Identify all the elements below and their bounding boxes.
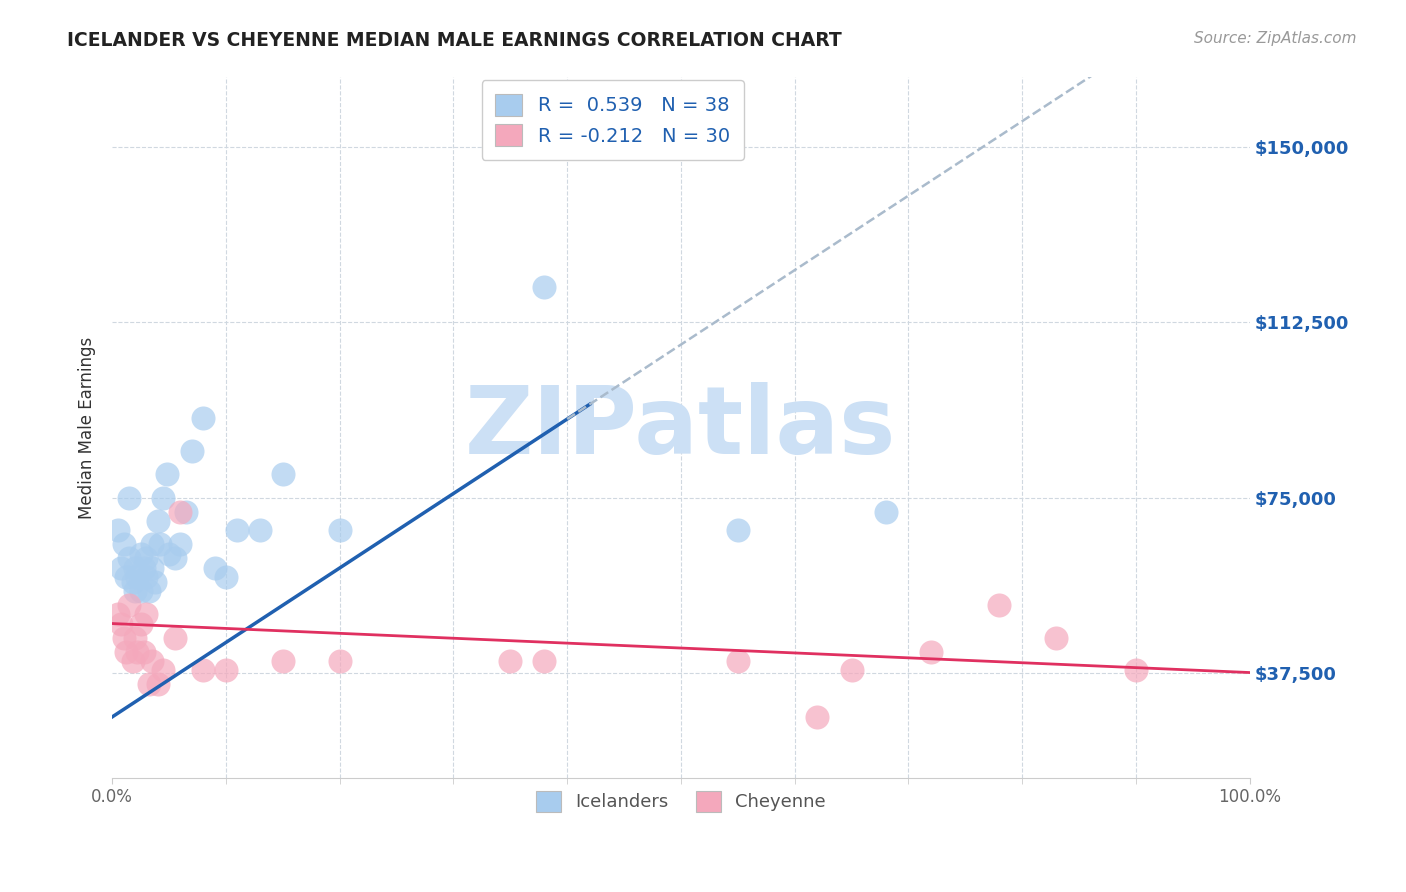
Point — [132, 644, 155, 658]
Text: ICELANDER VS CHEYENNE MEDIAN MALE EARNINGS CORRELATION CHART: ICELANDER VS CHEYENNE MEDIAN MALE EARNIN… — [67, 31, 842, 50]
Point — [271, 467, 294, 482]
Point — [141, 537, 163, 551]
Point — [115, 644, 138, 658]
Point — [163, 551, 186, 566]
Point — [215, 570, 238, 584]
Point — [115, 570, 138, 584]
Point — [920, 644, 942, 658]
Point — [110, 560, 132, 574]
Point — [169, 537, 191, 551]
Point — [124, 583, 146, 598]
Point — [1125, 663, 1147, 677]
Point — [499, 654, 522, 668]
Point — [841, 663, 863, 677]
Point — [145, 574, 167, 589]
Point — [127, 570, 149, 584]
Text: ZIPatlas: ZIPatlas — [465, 382, 897, 474]
Point — [169, 504, 191, 518]
Point — [121, 654, 143, 668]
Point — [156, 467, 179, 482]
Point — [1045, 631, 1067, 645]
Point — [141, 560, 163, 574]
Point — [112, 631, 135, 645]
Point — [249, 523, 271, 537]
Point — [149, 537, 172, 551]
Point — [152, 663, 174, 677]
Point — [129, 547, 152, 561]
Point — [727, 654, 749, 668]
Point — [118, 598, 141, 612]
Point — [204, 560, 226, 574]
Point — [988, 598, 1011, 612]
Point — [215, 663, 238, 677]
Point — [180, 443, 202, 458]
Point — [193, 411, 215, 425]
Point — [146, 677, 169, 691]
Point — [806, 710, 828, 724]
Point — [110, 616, 132, 631]
Point — [163, 631, 186, 645]
Point — [193, 663, 215, 677]
Point — [135, 570, 157, 584]
Point — [107, 607, 129, 622]
Point — [152, 491, 174, 505]
Point — [129, 583, 152, 598]
Point — [112, 537, 135, 551]
Point — [271, 654, 294, 668]
Legend: Icelanders, Cheyenne: Icelanders, Cheyenne — [523, 779, 839, 824]
Point — [141, 654, 163, 668]
Y-axis label: Median Male Earnings: Median Male Earnings — [79, 336, 96, 518]
Point — [118, 551, 141, 566]
Text: Source: ZipAtlas.com: Source: ZipAtlas.com — [1194, 31, 1357, 46]
Point — [132, 560, 155, 574]
Point — [533, 280, 555, 294]
Point — [124, 631, 146, 645]
Point — [875, 504, 897, 518]
Point — [226, 523, 249, 537]
Point — [129, 616, 152, 631]
Point — [138, 583, 160, 598]
Point — [138, 677, 160, 691]
Point — [533, 654, 555, 668]
Point — [121, 574, 143, 589]
Point — [135, 551, 157, 566]
Point — [124, 560, 146, 574]
Point — [118, 491, 141, 505]
Point — [157, 547, 180, 561]
Point — [329, 654, 352, 668]
Point — [127, 644, 149, 658]
Point — [174, 504, 197, 518]
Point — [107, 523, 129, 537]
Point — [329, 523, 352, 537]
Point — [727, 523, 749, 537]
Point — [146, 514, 169, 528]
Point — [135, 607, 157, 622]
